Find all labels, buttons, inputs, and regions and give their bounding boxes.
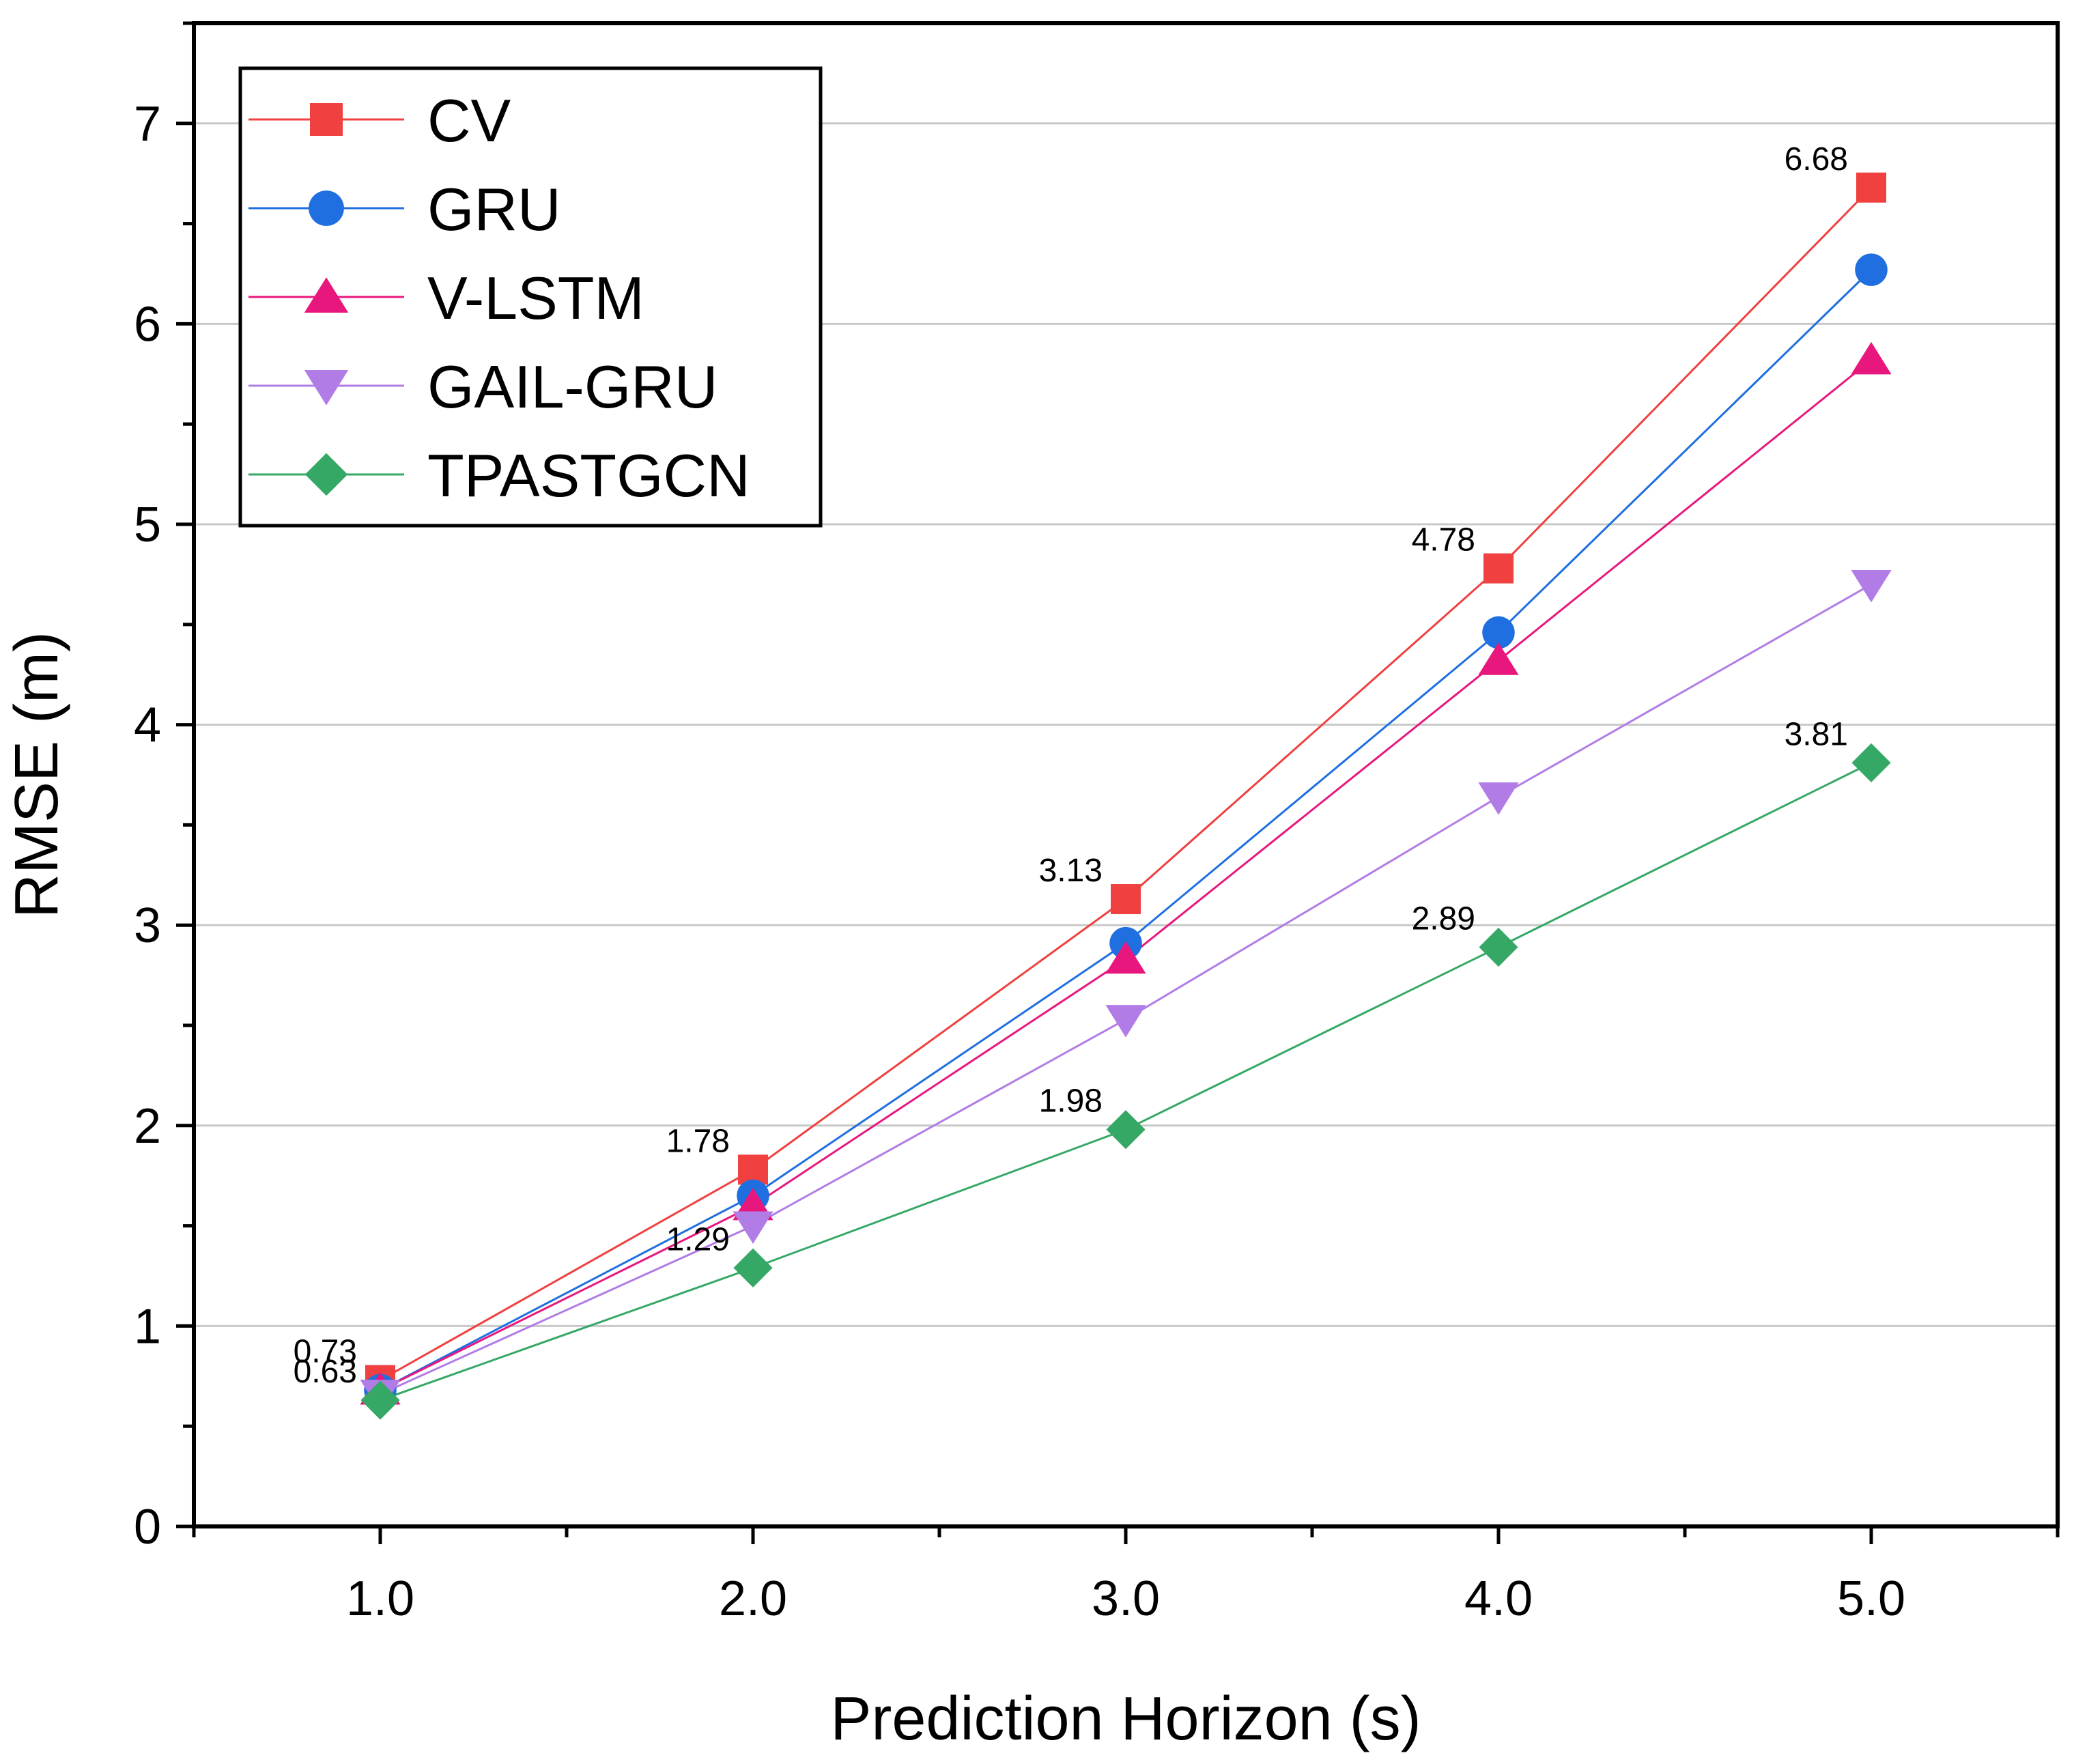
data-point-tpastgcn bbox=[360, 1380, 400, 1420]
x-tick-label: 4.0 bbox=[1464, 1571, 1533, 1626]
y-tick-label: 0 bbox=[134, 1500, 161, 1554]
y-tick-label: 4 bbox=[134, 698, 161, 753]
data-label: 1.98 bbox=[1039, 1083, 1103, 1120]
data-label: 6.68 bbox=[1785, 141, 1848, 177]
legend-label-cv: CV bbox=[427, 87, 511, 154]
data-point-cv bbox=[1111, 884, 1141, 915]
x-tick-label: 5.0 bbox=[1837, 1571, 1905, 1626]
legend-marker-v-lstm bbox=[304, 277, 349, 313]
x-tick-label: 3.0 bbox=[1092, 1571, 1160, 1626]
data-point-gru bbox=[1482, 616, 1515, 649]
y-tick-label: 3 bbox=[134, 898, 161, 953]
series-markers bbox=[360, 172, 1892, 1420]
data-label: 0.73 bbox=[294, 1334, 357, 1370]
data-point-gru bbox=[1855, 253, 1888, 286]
y-tick-label: 2 bbox=[134, 1099, 161, 1154]
legend-label-tpastgcn: TPASTGCN bbox=[427, 442, 750, 509]
data-label: 0.63 bbox=[294, 1354, 357, 1390]
x-axis: 1.0 2.0 3.0 4.0 5.0 bbox=[192, 1526, 2060, 1626]
data-label: 1.78 bbox=[666, 1123, 730, 1159]
x-axis-title: Prediction Horizon (s) bbox=[830, 1685, 1421, 1753]
legend-label-v-lstm: V-LSTM bbox=[427, 264, 644, 332]
data-point-cv bbox=[1856, 172, 1886, 203]
data-point-v-lstm bbox=[1478, 642, 1519, 675]
data-point-gail-gru bbox=[733, 1211, 773, 1244]
y-axis: 0 1 2 3 4 5 6 7 bbox=[134, 21, 194, 1554]
y-tick-label: 6 bbox=[134, 297, 161, 352]
data-point-gail-gru bbox=[1851, 569, 1892, 603]
data-point-tpastgcn bbox=[1851, 743, 1891, 782]
data-label: 3.81 bbox=[1785, 716, 1848, 752]
data-label: 3.13 bbox=[1039, 853, 1103, 889]
legend-marker-gail-gru bbox=[304, 369, 349, 406]
data-point-cv bbox=[1483, 553, 1514, 584]
data-label: 1.29 bbox=[666, 1221, 730, 1257]
data-label: 4.78 bbox=[1412, 522, 1475, 558]
data-point-tpastgcn bbox=[1106, 1110, 1146, 1150]
data-label: 2.89 bbox=[1412, 900, 1475, 937]
legend-marker-gru bbox=[309, 190, 344, 226]
y-tick-label: 1 bbox=[134, 1299, 161, 1354]
data-point-v-lstm bbox=[1851, 341, 1892, 375]
data-point-v-lstm bbox=[1105, 941, 1146, 974]
data-point-tpastgcn bbox=[733, 1248, 773, 1288]
legend-marker-tpastgcn bbox=[304, 453, 348, 496]
x-tick-label: 2.0 bbox=[719, 1571, 787, 1626]
y-axis-title: RMSE (m) bbox=[3, 631, 71, 918]
data-labels: 0.73 1.78 3.13 4.78 6.68 0.63 1.29 1.98 2.89 3.81 bbox=[294, 141, 1848, 1390]
data-point-tpastgcn bbox=[1479, 927, 1518, 967]
legend-label-gru: GRU bbox=[427, 175, 561, 243]
y-tick-label: 5 bbox=[134, 498, 161, 552]
y-tick-label: 7 bbox=[134, 97, 161, 152]
legend-marker-cv bbox=[310, 103, 343, 136]
data-point-gail-gru bbox=[1478, 782, 1519, 815]
x-tick-label: 1.0 bbox=[346, 1571, 414, 1626]
legend: CV GRU V-LSTM GAIL-GRU TPASTGCN bbox=[238, 66, 823, 528]
data-point-gail-gru bbox=[1105, 1005, 1146, 1038]
legend-label-gail-gru: GAIL-GRU bbox=[427, 353, 718, 421]
